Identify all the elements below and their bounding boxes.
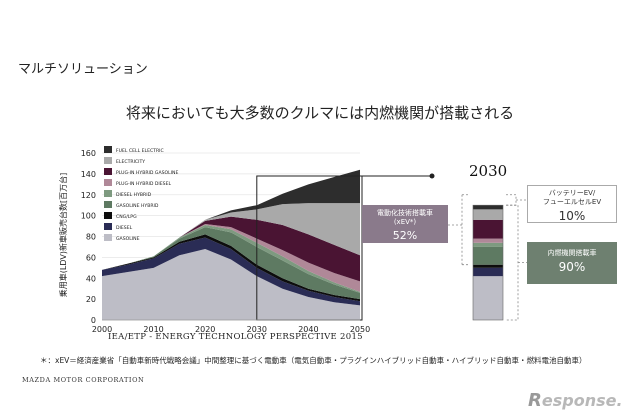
y-tick-label: 40 bbox=[86, 274, 96, 283]
chart-legend: FUEL CELL ELECTRIC ELECTRICITY PLUG-IN HYB… bbox=[104, 146, 178, 242]
legend-swatch bbox=[104, 201, 112, 208]
y-tick-label: 120 bbox=[81, 191, 96, 200]
ice-bracket bbox=[506, 204, 527, 321]
electrified-label: 電動化技術搭載車 bbox=[377, 209, 433, 217]
legend-swatch bbox=[104, 157, 112, 164]
legend-swatch bbox=[104, 190, 112, 197]
ice-share-box: 内燃機関搭載車 90% bbox=[527, 242, 617, 284]
y-tick-label: 100 bbox=[81, 212, 96, 221]
y-tick-label: 160 bbox=[81, 149, 96, 158]
electrified-percent: 52% bbox=[392, 229, 418, 242]
bar-segment bbox=[473, 267, 503, 277]
ev-label: バッテリーEV/ bbox=[548, 189, 596, 197]
legend-label: DIESEL bbox=[116, 225, 133, 231]
legend-swatch bbox=[104, 223, 112, 230]
y-tick-label: 140 bbox=[81, 170, 96, 179]
bar-outline bbox=[472, 204, 504, 321]
brand-label: MAZDA MOTOR CORPORATION bbox=[22, 376, 145, 384]
ev-share-box: バッテリーEV/ フューエルセルEV 10% bbox=[527, 185, 617, 223]
bar-segment bbox=[473, 209, 503, 220]
pointer-dot bbox=[429, 173, 435, 179]
series-area-cng-lpg bbox=[102, 234, 360, 302]
ev-percent: 10% bbox=[558, 209, 586, 223]
ev-bracket bbox=[506, 194, 527, 206]
legend-swatch bbox=[104, 168, 112, 175]
legend-label: FUEL CELL ELECTRIC bbox=[116, 148, 164, 154]
electrified-share-box: 電動化技術搭載車 (xEV*) 52% bbox=[362, 205, 448, 243]
bar-segment bbox=[473, 276, 503, 320]
legend-label: GASOLINE bbox=[116, 236, 140, 242]
bar-year-label: 2030 bbox=[469, 162, 508, 180]
bar-segment bbox=[473, 264, 503, 268]
chart-source: IEA/ETP - ENERGY TECHNOLOGY PERSPECTIVE … bbox=[108, 332, 363, 342]
y-tick-label: 60 bbox=[86, 253, 96, 262]
x-tick-label: 2020 bbox=[195, 325, 215, 334]
ice-label: 内燃機関搭載車 bbox=[547, 249, 597, 257]
legend-label: ELECTRICITY bbox=[116, 159, 145, 165]
x-tick-label: 2010 bbox=[143, 325, 163, 334]
bar-segment bbox=[473, 246, 503, 265]
y-tick-label: 20 bbox=[86, 295, 96, 304]
electrified-sublabel: (xEV*) bbox=[393, 218, 417, 226]
legend-label: CNG/LPG bbox=[116, 214, 137, 220]
y-tick-label: 0 bbox=[91, 316, 96, 325]
footnote: ＊：xEV＝経済産業省「自動車新時代戦略会議」中間整理に基づく電動車（電気自動車… bbox=[40, 356, 587, 365]
chart-areas bbox=[102, 169, 363, 321]
legend-label: PLUG-IN HYBRID DIESEL bbox=[116, 181, 172, 187]
series-area-fuel-cell-electric bbox=[102, 169, 360, 270]
page-heading: マルチソリューション bbox=[18, 62, 148, 77]
annotation-connectors bbox=[342, 173, 527, 321]
watermark-logo: Response. bbox=[528, 390, 623, 411]
legend-label: PLUG-IN HYBRID GASOLINE bbox=[116, 170, 178, 176]
bar-segment bbox=[473, 205, 503, 210]
x-tick-label: 2000 bbox=[92, 325, 112, 334]
x-tick-label: 2040 bbox=[298, 325, 318, 334]
ice-percent: 90% bbox=[558, 260, 586, 274]
x-tick-label: 2030 bbox=[247, 325, 267, 334]
legend-label: DIESEL HYBRID bbox=[116, 192, 152, 198]
legend-swatch bbox=[104, 212, 112, 219]
series-area-gasoline-hybrid bbox=[102, 227, 360, 300]
legend-swatch bbox=[104, 146, 112, 153]
legend-swatch bbox=[104, 179, 112, 186]
bar-segment bbox=[473, 238, 503, 243]
y-axis-label: 乗用車(LDV)新車販売台数[百万台] bbox=[58, 173, 68, 297]
bar-segment bbox=[473, 219, 503, 239]
series-area-gasoline bbox=[102, 249, 360, 320]
electrified-bracket bbox=[448, 194, 470, 266]
slide-subtitle: 将来においても大多数のクルマには内燃機関が搭載される bbox=[125, 104, 515, 122]
series-area-electricity bbox=[102, 203, 360, 270]
legend-label: GASOLINE HYBRID bbox=[116, 203, 159, 209]
bar-2030 bbox=[472, 204, 504, 321]
x-tick-label: 2050 bbox=[350, 325, 370, 334]
legend-swatch bbox=[104, 234, 112, 241]
ev-sublabel: フューエルセルEV bbox=[542, 198, 602, 206]
y-tick-label: 80 bbox=[86, 233, 96, 242]
bar-segment bbox=[473, 242, 503, 247]
series-area-diesel bbox=[102, 237, 360, 306]
series-area-plug-in-hybrid-gasoline bbox=[102, 216, 360, 282]
